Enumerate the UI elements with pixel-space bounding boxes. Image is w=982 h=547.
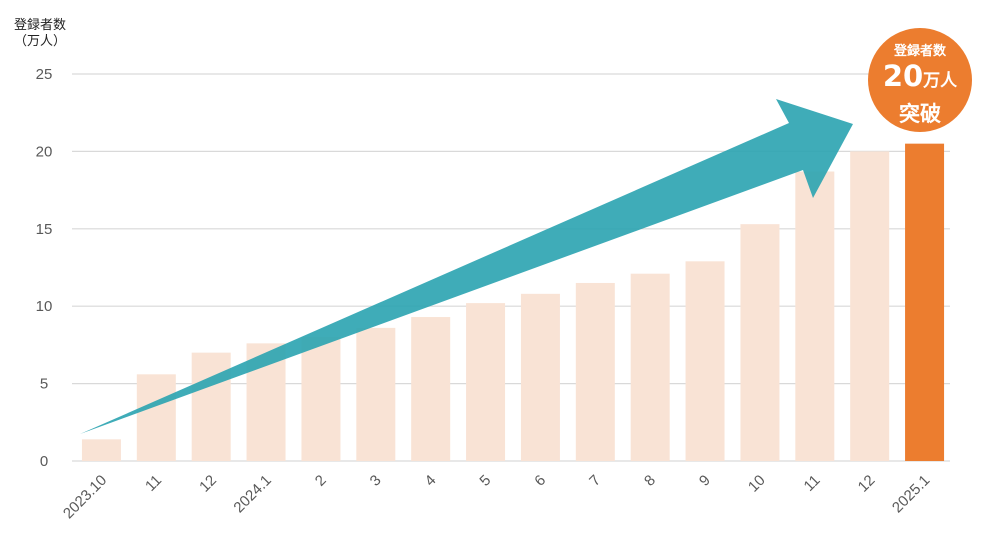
bar-11 bbox=[136, 374, 176, 461]
bar-6 bbox=[520, 293, 560, 461]
y-axis-title-line1: 登録者数 bbox=[14, 18, 67, 33]
y-tick-label: 5 bbox=[40, 376, 48, 393]
bar-8 bbox=[630, 273, 670, 461]
x-tick-label: 11 bbox=[142, 472, 165, 495]
badge-value: 20万人 bbox=[868, 59, 972, 93]
x-tick-labels: 2023.10 11 12 2024.1 2 3 4 5 6 7 8 9 10 11 12 2025.1 bbox=[60, 472, 933, 522]
bar-7 bbox=[575, 282, 615, 461]
badge-caption: 登録者数 bbox=[893, 44, 946, 59]
trend-arrow bbox=[80, 99, 853, 434]
badge-unit: 万人 bbox=[923, 71, 958, 91]
x-tick-label: 5 bbox=[476, 472, 494, 490]
badge-number: 20 bbox=[882, 59, 924, 93]
x-tick-label: 4 bbox=[422, 472, 440, 490]
bar-4 bbox=[411, 317, 451, 461]
x-tick-label: 12 bbox=[196, 472, 220, 496]
y-tick-label: 20 bbox=[36, 143, 53, 160]
y-tick-label: 10 bbox=[36, 298, 53, 315]
y-tick-labels: 0 5 10 15 20 25 bbox=[36, 66, 53, 470]
y-tick-label: 25 bbox=[36, 66, 53, 83]
x-tick-label: 9 bbox=[696, 472, 714, 490]
x-tick-label: 10 bbox=[745, 472, 769, 496]
bar-3 bbox=[356, 327, 396, 461]
x-tick-label: 2023.10 bbox=[60, 472, 110, 522]
x-tick-label: 2025.1 bbox=[889, 472, 933, 516]
x-tick-label: 11 bbox=[801, 472, 824, 495]
bar-11 bbox=[795, 171, 835, 462]
bar-12 bbox=[191, 352, 231, 461]
bar-5 bbox=[466, 303, 506, 461]
bar-2025.1 bbox=[905, 143, 945, 461]
badge-suffix: 突破 bbox=[899, 102, 941, 126]
bar-12 bbox=[850, 151, 890, 461]
milestone-badge: 登録者数 20万人 突破 bbox=[868, 28, 972, 132]
x-tick-label: 3 bbox=[367, 472, 385, 490]
y-axis-title-line2: （万人） bbox=[14, 34, 67, 49]
bar-10 bbox=[740, 224, 780, 461]
bar-2023.10 bbox=[81, 439, 121, 461]
bar-9 bbox=[685, 261, 725, 461]
bars bbox=[81, 143, 945, 462]
x-tick-label: 8 bbox=[641, 472, 659, 490]
x-tick-label: 2024.1 bbox=[230, 472, 274, 516]
x-tick-label: 12 bbox=[855, 472, 879, 496]
y-tick-label: 15 bbox=[36, 221, 53, 238]
bar-2 bbox=[301, 337, 341, 461]
y-tick-label: 0 bbox=[40, 453, 48, 470]
x-tick-label: 6 bbox=[531, 472, 549, 490]
x-tick-label: 2 bbox=[312, 472, 330, 490]
x-tick-label: 7 bbox=[586, 472, 604, 490]
y-axis-title: 登録者数 （万人） bbox=[14, 18, 66, 50]
